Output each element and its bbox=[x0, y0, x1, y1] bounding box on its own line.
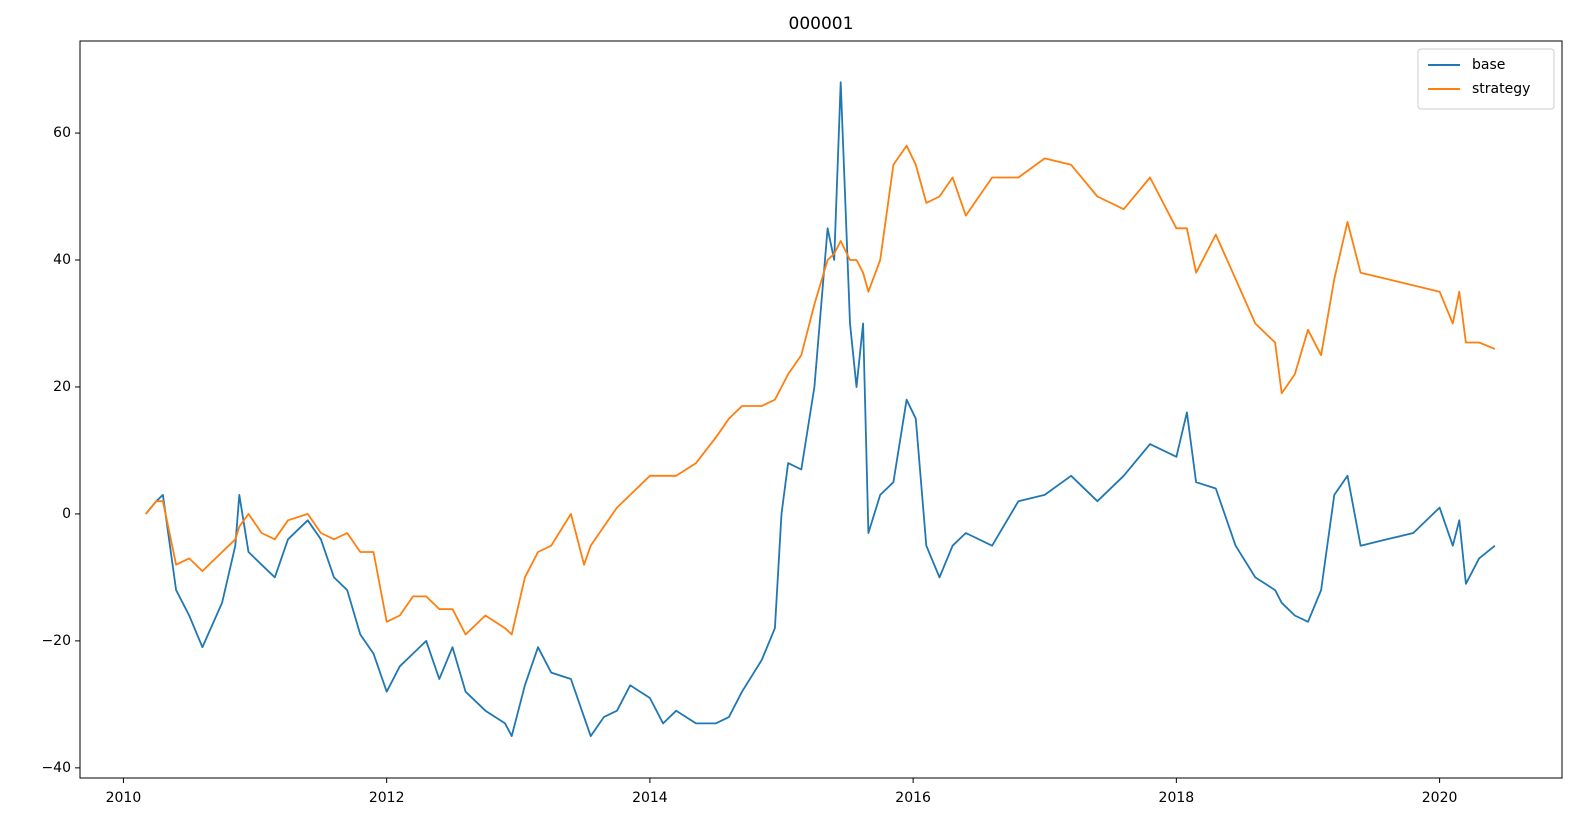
series-line bbox=[145, 144, 1496, 636]
chart-title: 000001 bbox=[789, 14, 854, 34]
x-tick-label: 2014 bbox=[632, 790, 668, 806]
x-tick-label: 2020 bbox=[1422, 790, 1458, 806]
y-tick-label: 40 bbox=[53, 252, 71, 268]
x-tick-label: 2012 bbox=[369, 790, 405, 806]
y-tick-label: 20 bbox=[53, 379, 71, 395]
x-tick-label: 2010 bbox=[106, 790, 142, 806]
y-tick-label: 0 bbox=[62, 506, 71, 522]
series-line bbox=[145, 81, 1496, 737]
x-tick-label: 2018 bbox=[1159, 790, 1195, 806]
y-tick-label: −40 bbox=[41, 760, 71, 776]
legend-label: strategy bbox=[1472, 81, 1530, 97]
x-tick-label: 2016 bbox=[895, 790, 931, 806]
plot-frame bbox=[79, 40, 1563, 779]
legend-label: base bbox=[1472, 57, 1505, 73]
y-tick-label: −20 bbox=[41, 633, 71, 649]
y-tick-label: 60 bbox=[53, 125, 71, 141]
